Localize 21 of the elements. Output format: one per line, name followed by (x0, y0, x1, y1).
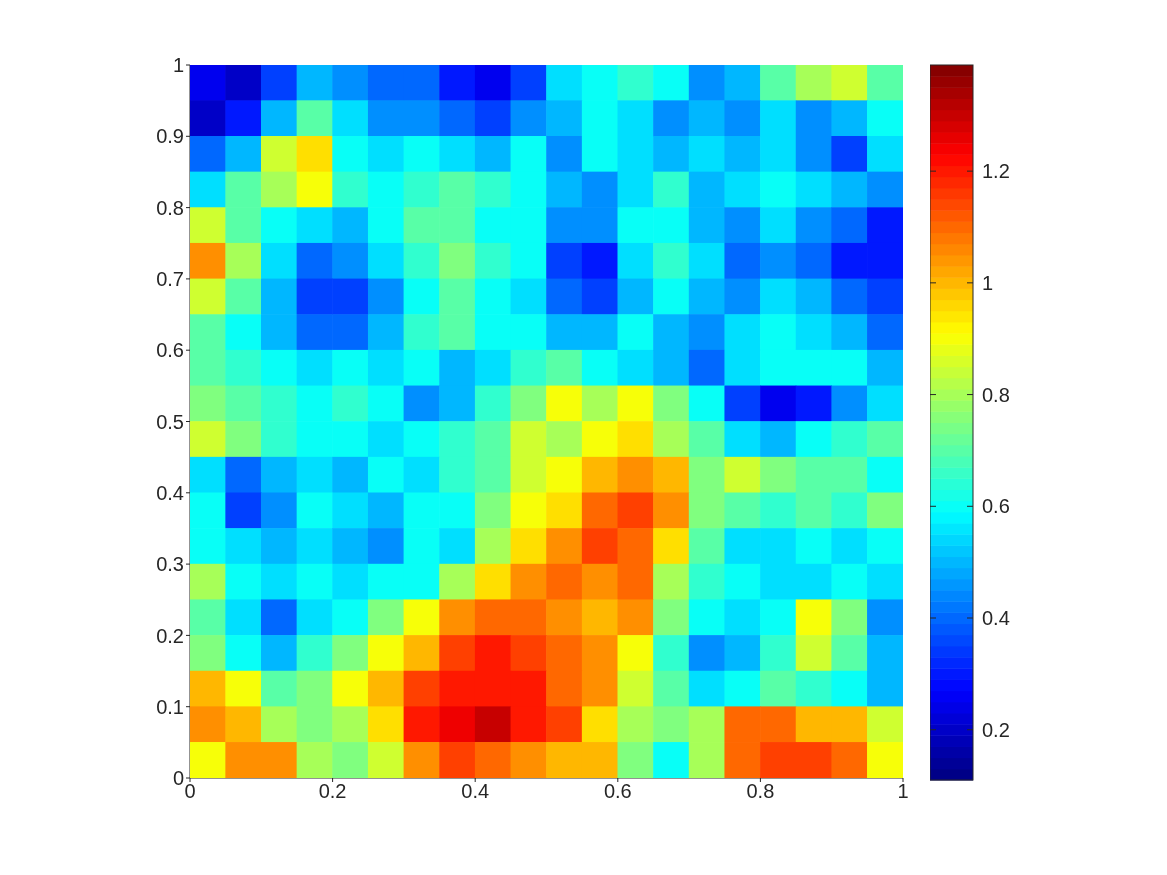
y-tick-label: 0.9 (156, 125, 184, 148)
y-tick-label: 0.3 (156, 553, 184, 576)
y-tick-label: 1 (172, 54, 184, 77)
x-tick-label: 0.8 (746, 780, 775, 803)
color-bar-label: 0.6 (982, 495, 1010, 518)
x-tick-label: 1 (897, 780, 909, 803)
y-tick-label: 0.2 (156, 624, 184, 647)
x-tick-label: 0.4 (461, 780, 490, 803)
color-bar-label: 1.2 (982, 160, 1010, 183)
x-tick-label: 0.2 (318, 780, 347, 803)
color-bar-label: 0.4 (982, 607, 1010, 630)
color-bar-label: 1 (982, 271, 994, 294)
color-bar-label: 0.8 (982, 383, 1010, 406)
y-tick-label: 0.1 (156, 695, 184, 718)
y-tick-label: 0.5 (156, 410, 184, 433)
y-tick-label: 0.6 (156, 339, 184, 362)
color-bar-label: 0.2 (982, 718, 1010, 741)
y-tick-label: 0.7 (156, 268, 184, 290)
y-tick-label: 0.8 (156, 196, 184, 219)
x-tick-label: 0.6 (603, 780, 632, 803)
y-tick-label: 0.4 (156, 481, 184, 504)
